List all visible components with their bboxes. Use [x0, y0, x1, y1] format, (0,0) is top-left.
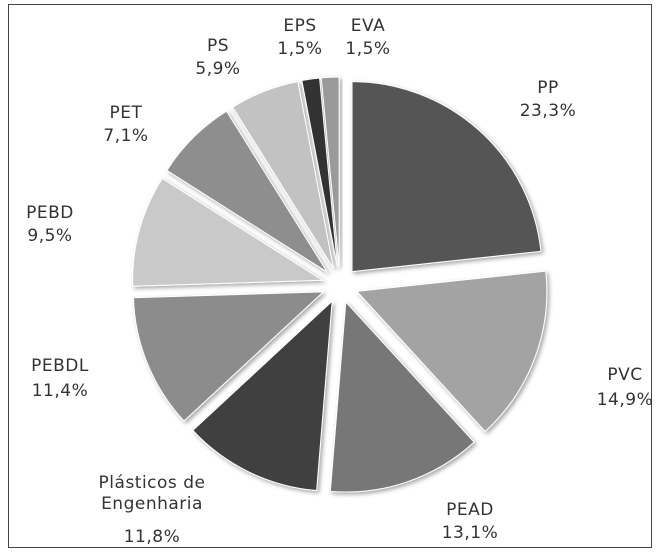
slice-label: PVC: [607, 365, 643, 385]
pie-slice: [329, 300, 475, 493]
value-label: 1,5%: [345, 39, 391, 59]
slice-label: PS: [206, 36, 230, 56]
pie-slice: [166, 110, 328, 273]
pie-slice: [132, 291, 325, 422]
slice-label: PEAD: [446, 500, 494, 520]
pie-slice: [231, 81, 334, 269]
value-label: 7,1%: [103, 126, 149, 146]
slice-label: PP: [537, 78, 559, 98]
value-label: 11,8%: [123, 527, 181, 547]
value-label: 23,3%: [519, 101, 577, 121]
slice-label: PET: [109, 103, 143, 123]
slice-label: EVA: [350, 16, 386, 36]
pie-slice: [351, 81, 542, 273]
pie-slice: [355, 270, 548, 433]
value-label: 13,1%: [441, 523, 499, 543]
slice-label: PEBDL: [31, 356, 89, 376]
pie-slice: [132, 177, 325, 287]
pie-slice: [301, 77, 338, 268]
pie-slice: [320, 76, 340, 268]
slice-label: Plásticos de Engenharia: [98, 473, 206, 514]
chart-frame: [8, 4, 652, 548]
pie-slice: [192, 299, 333, 492]
slice-label: EPS: [283, 16, 317, 36]
slice-label: PEBD: [26, 203, 74, 223]
value-label: 9,5%: [27, 226, 73, 246]
value-label: 5,9%: [195, 59, 241, 79]
value-label: 14,9%: [596, 390, 654, 410]
value-label: 11,4%: [31, 381, 89, 401]
value-label: 1,5%: [277, 39, 323, 59]
